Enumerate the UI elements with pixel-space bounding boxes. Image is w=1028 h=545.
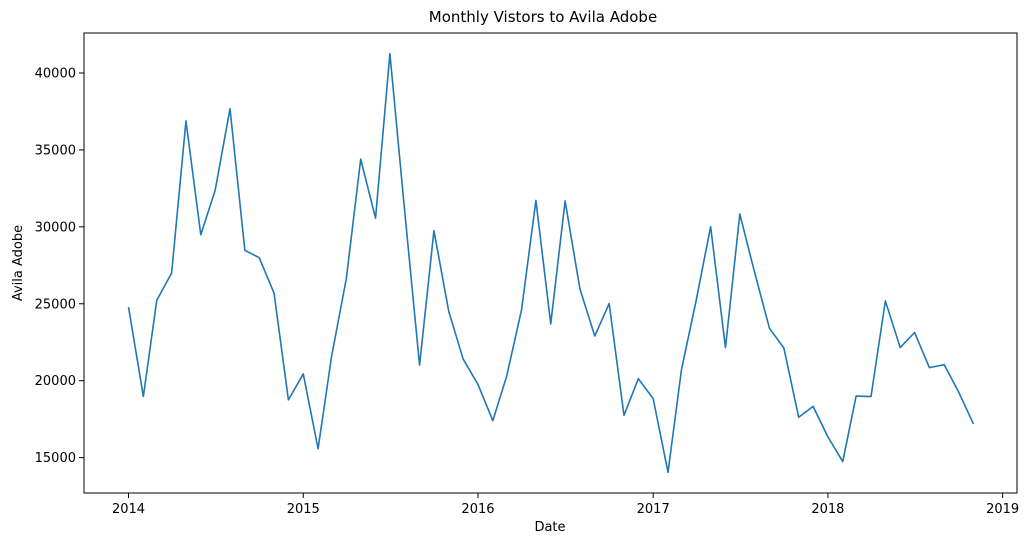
y-tick-label: 25000 [35,297,76,312]
y-tick-label: 15000 [35,451,76,466]
x-tick-label: 2017 [637,502,670,517]
plot-area [127,52,975,474]
x-axis-title: Date [534,520,565,535]
y-tick-label: 20000 [35,374,76,389]
x-tick-label: 2014 [112,502,145,517]
y-tick-label: 40000 [35,67,76,82]
x-tick-label: 2016 [461,502,494,517]
y-tick-label: 30000 [35,220,76,235]
axes-frame [83,32,1018,494]
y-axis: 15000 20000 25000 30000 35000 40000 [35,67,84,466]
x-axis: 2014 2015 2016 2017 2018 2019 [112,493,1019,517]
x-tick-label: 2015 [287,502,320,517]
y-axis-title: Avila Adobe [11,225,26,301]
series-line-0 [127,52,975,474]
x-tick-label: 2019 [986,502,1019,517]
x-tick-label: 2018 [811,502,844,517]
chart-title: Monthly Vistors to Avila Adobe [429,8,657,26]
y-tick-label: 35000 [35,143,76,158]
